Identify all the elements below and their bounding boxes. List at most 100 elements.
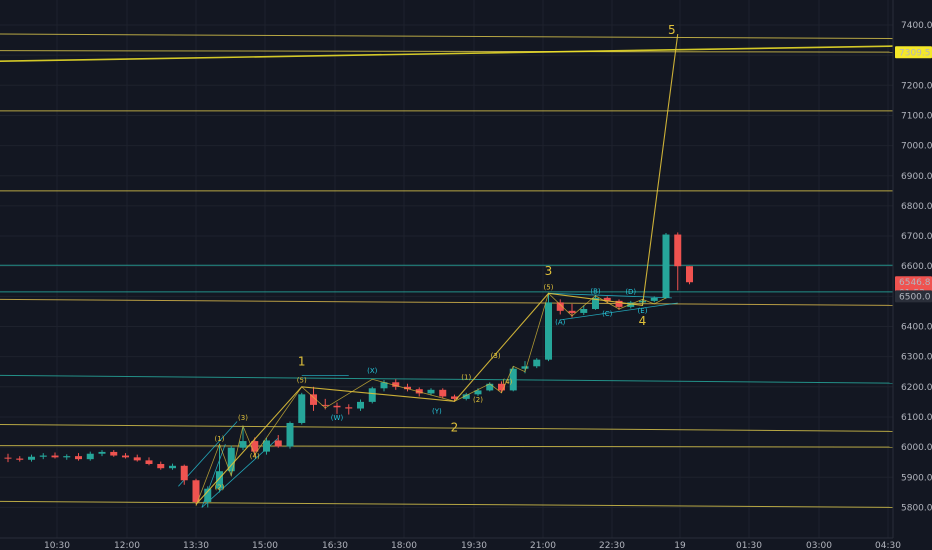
candle-body (627, 302, 635, 307)
candle-body (392, 382, 400, 387)
wave-label: (X) (367, 367, 378, 375)
wave-lines (195, 33, 679, 507)
horizontal-trend-line (0, 50, 894, 53)
wave-label: (1) (461, 373, 471, 381)
candle-body (122, 455, 129, 458)
candle-body (686, 266, 693, 283)
time-axis: 10:30 12:00 13:30 15:00 16:30 18:00 19:30 21:00… (44, 541, 901, 550)
channel-line (560, 302, 678, 321)
candle-body (357, 401, 364, 409)
candle-body (286, 422, 294, 447)
price-tick-label: 6700.0 (901, 232, 932, 242)
candle-body (521, 366, 529, 369)
wave-labels: 1 2 3 4 5 (1) (2) (3) (4) (5) (W) (X) (Y) (1) (2) (3) (4… (215, 23, 676, 491)
wave-label: 1 (298, 355, 306, 369)
wave-label: (5) (544, 284, 554, 292)
candle-body (204, 488, 212, 502)
time-tick-label: 04:30 (875, 541, 901, 550)
horizontal-trend-line (0, 374, 894, 384)
candle-body (404, 386, 411, 390)
candle-body (321, 404, 329, 406)
wave-label: (3) (491, 352, 501, 360)
candle-body (98, 451, 106, 454)
candle-body (216, 471, 223, 489)
wave-label: 5 (668, 23, 676, 37)
candle-body (462, 394, 470, 399)
wave-label: 2 (451, 420, 459, 434)
candle-body (368, 388, 376, 402)
candle-body (192, 480, 200, 502)
candle-body (568, 310, 576, 313)
candle-body (580, 309, 588, 313)
price-tick-label: 6300.0 (901, 353, 932, 363)
time-tick-label: 16:30 (322, 541, 348, 550)
time-tick-label: 13:30 (183, 541, 209, 550)
candle-body (545, 302, 552, 360)
price-tag-box (895, 276, 932, 289)
chart-grid (0, 0, 893, 538)
price-tick-label: 5900.0 (901, 473, 932, 483)
candle-body (51, 455, 59, 458)
candle-body (133, 457, 141, 461)
candle-body (75, 456, 82, 460)
wave-label: (E) (638, 307, 648, 315)
wave-label: (4) (250, 453, 260, 461)
price-tag-label: 6500.0 (899, 292, 931, 302)
candle-body (498, 383, 505, 391)
wave-label: (A) (555, 319, 566, 327)
wave-label: (W) (331, 414, 344, 422)
time-tick-label: 03:00 (806, 541, 832, 550)
candle-body (157, 463, 165, 469)
wave-label: (D) (625, 288, 636, 296)
time-tick-label: 15:00 (252, 541, 278, 550)
channel-lines (178, 292, 678, 508)
candle-body (427, 389, 435, 394)
candle-body (39, 455, 47, 457)
candle-body (274, 440, 282, 447)
wave-label: 3 (545, 264, 553, 278)
candle-body (310, 394, 317, 405)
primary-wave-line (195, 33, 679, 505)
horizontal-trend-line (0, 33, 894, 40)
candlestick-series (4, 232, 693, 508)
channel-line (178, 421, 238, 487)
price-tick-label: 6600.0 (901, 262, 932, 272)
wave-label: (3) (238, 414, 248, 422)
price-tag-label: 6546.8 (899, 278, 931, 288)
price-tag-box (895, 290, 932, 303)
candle-body (486, 383, 494, 391)
candle-body (603, 297, 611, 301)
candle-body (4, 457, 12, 459)
candle-body (533, 359, 541, 367)
price-tick-label: 5800.0 (901, 503, 932, 513)
candle-body (16, 458, 24, 460)
candle-body (415, 389, 423, 394)
price-tick-label: 6000.0 (901, 443, 932, 453)
horizontal-trend-line (0, 445, 894, 448)
candle-body (263, 440, 270, 452)
price-axis-panel[interactable] (893, 0, 932, 538)
candle-body (28, 456, 35, 460)
candle-body (615, 300, 623, 307)
price-tick-label: 7100.0 (901, 111, 932, 121)
wave-label: (4) (502, 378, 512, 386)
wave-label: 4 (639, 314, 647, 328)
candle-body (298, 394, 306, 423)
candle-body (380, 382, 388, 389)
wave-label: (Y) (432, 407, 442, 415)
candle-body (556, 302, 564, 311)
wave-label: (C) (602, 310, 613, 318)
time-axis-panel[interactable] (0, 538, 932, 550)
wave-label: (2) (473, 396, 483, 404)
candle-body (650, 297, 658, 301)
candle-body (251, 441, 259, 452)
wave-label: (B) (590, 287, 601, 295)
price-tick-label: 7000.0 (901, 142, 932, 152)
price-tag-label: 7309.5 (899, 48, 931, 58)
trend-lines (0, 33, 894, 508)
horizontal-trend-line (0, 500, 894, 508)
horizontal-trend-line (0, 423, 894, 432)
candle-body (239, 441, 247, 448)
